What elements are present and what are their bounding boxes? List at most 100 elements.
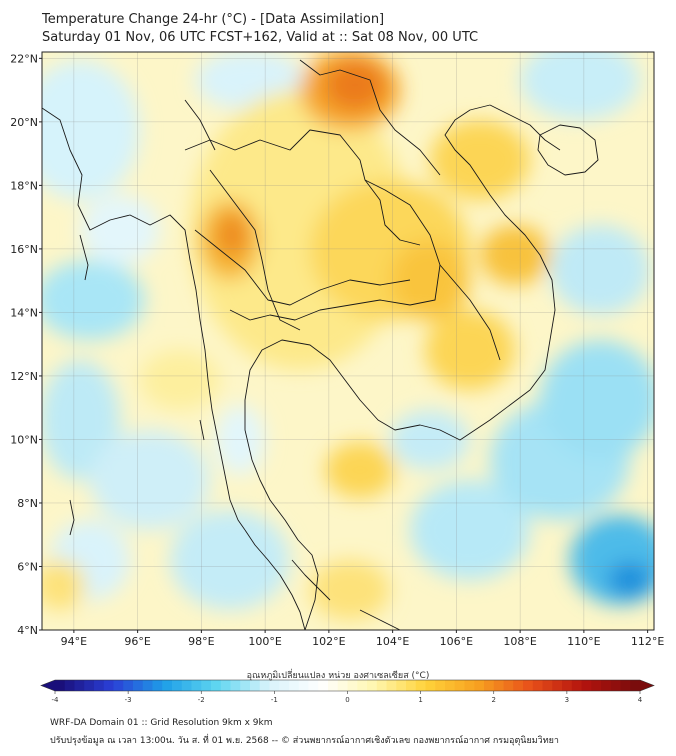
colorbar-segment — [435, 680, 446, 691]
colorbar-segment — [454, 680, 465, 691]
colorbar-tick-label: -3 — [125, 696, 132, 704]
lon-tick-label: 96°E — [124, 635, 150, 648]
footer-resolution: WRF-DA Domain 01 :: Grid Resolution 9km … — [50, 718, 273, 728]
colorbar-segment — [298, 680, 309, 691]
footer-credit: ปรับปรุงข้อมูล ณ เวลา 13:00น. วัน ส. ที่… — [50, 736, 559, 746]
colorbar-segment — [376, 680, 387, 691]
colorbar-tick-label: 0 — [345, 696, 349, 704]
colorbar-tick-label: -4 — [52, 696, 60, 704]
lat-tick-label: 10°N — [10, 433, 38, 446]
colorbar-tick-label: -1 — [271, 696, 278, 704]
colorbar-segment — [152, 680, 163, 691]
colorbar-segment — [250, 680, 261, 691]
colorbar-segment — [396, 680, 407, 691]
map-subtitle: Saturday 01 Nov, 06 UTC FCST+162, Valid … — [42, 30, 479, 45]
colorbar-segment — [406, 680, 417, 691]
colorbar-min-arrow — [41, 680, 55, 691]
colorbar-segment — [503, 680, 514, 691]
lon-tick-label: 108°E — [503, 635, 536, 648]
lon-tick-label: 98°E — [188, 635, 214, 648]
lat-tick-label: 14°N — [10, 306, 38, 319]
colorbar-segment — [259, 680, 270, 691]
colorbar-segment — [191, 680, 202, 691]
colorbar-segment — [337, 680, 348, 691]
colorbar-segment — [133, 680, 144, 691]
colorbar-segment — [493, 680, 504, 691]
colorbar-segment — [347, 680, 358, 691]
longitude-labels: 94°E 96°E 98°E 100°E 102°E 104°E 106°E 108°E 110… — [61, 630, 664, 648]
lat-tick-label: 18°N — [10, 179, 38, 192]
colorbar-segment — [279, 680, 290, 691]
colorbar-segment — [220, 680, 231, 691]
colorbar-segment — [74, 680, 85, 691]
colorbar-segment — [289, 680, 300, 691]
colorbar-segment — [318, 680, 329, 691]
colorbar-segment — [113, 680, 124, 691]
colorbar-tick-label: 1 — [418, 696, 422, 704]
colorbar-segment — [181, 680, 192, 691]
lat-tick-label: 20°N — [10, 116, 38, 129]
colorbar-tick-label: 4 — [638, 696, 643, 704]
colorbar-segment — [211, 680, 222, 691]
colorbar-segment — [571, 680, 582, 691]
temperature-field — [42, 52, 654, 630]
colorbar: -4 -3 -2 -1 0 1 2 3 4 — [40, 679, 655, 704]
colorbar-segment — [630, 680, 641, 691]
colorbar-segment — [542, 680, 553, 691]
lon-tick-label: 94°E — [61, 635, 87, 648]
lat-tick-label: 8°N — [17, 497, 38, 510]
colorbar-segment — [581, 680, 592, 691]
colorbar-segment — [532, 680, 543, 691]
colorbar-segment — [484, 680, 495, 691]
colorbar-segment — [328, 680, 339, 691]
lon-tick-label: 104°E — [376, 635, 409, 648]
graticule — [42, 52, 654, 630]
colorbar-segment — [591, 680, 602, 691]
colorbar-segment — [162, 680, 173, 691]
colorbar-max-arrow — [640, 680, 654, 691]
colorbar-segment — [464, 680, 475, 691]
latitude-labels: 22°N 20°N 18°N 16°N 14°N 12°N 10°N 8°N 6°N 4°N — [10, 52, 42, 637]
lon-tick-label: 106°E — [440, 635, 473, 648]
colorbar-segment — [425, 680, 436, 691]
colorbar-tick-label: 2 — [492, 696, 496, 704]
colorbar-segment — [230, 680, 241, 691]
lat-tick-label: 12°N — [10, 370, 38, 383]
colorbar-segment — [103, 680, 114, 691]
lat-tick-label: 4°N — [17, 624, 38, 637]
lon-tick-label: 112°E — [631, 635, 664, 648]
colorbar-segment — [552, 680, 563, 691]
lon-tick-label: 110°E — [567, 635, 600, 648]
map-title: Temperature Change 24-hr (°C) - [Data As… — [42, 12, 385, 27]
colorbar-segment — [64, 680, 75, 691]
map-frame — [41, 51, 655, 631]
colorbar-segment — [367, 680, 378, 691]
colorbar-segment — [513, 680, 524, 691]
colorbar-segment — [610, 680, 621, 691]
colorbar-segment — [415, 680, 426, 691]
lon-tick-label: 102°E — [312, 635, 345, 648]
colorbar-segment — [201, 680, 212, 691]
colorbar-segment — [386, 680, 397, 691]
colorbar-segment — [123, 680, 134, 691]
lat-tick-label: 22°N — [10, 52, 38, 65]
colorbar-segment — [357, 680, 368, 691]
colorbar-segment — [55, 680, 66, 691]
colorbar-tick-label: 3 — [565, 696, 569, 704]
lat-tick-label: 6°N — [17, 560, 38, 573]
colorbar-tick-label: -2 — [198, 696, 205, 704]
lat-tick-label: 16°N — [10, 243, 38, 256]
coastlines-borders — [42, 59, 599, 630]
colorbar-segment — [94, 680, 105, 691]
colorbar-segment — [142, 680, 153, 691]
colorbar-segment — [445, 680, 456, 691]
colorbar-segment — [172, 680, 183, 691]
colorbar-segment — [523, 680, 534, 691]
lon-tick-label: 100°E — [248, 635, 281, 648]
colorbar-title: อุณหภูมิเปลี่ยนแปลง หน่วย องศาเซลเซียส (… — [246, 671, 430, 681]
colorbar-segment — [601, 680, 612, 691]
colorbar-segment — [269, 680, 280, 691]
colorbar-segment — [620, 680, 631, 691]
colorbar-segment — [308, 680, 319, 691]
